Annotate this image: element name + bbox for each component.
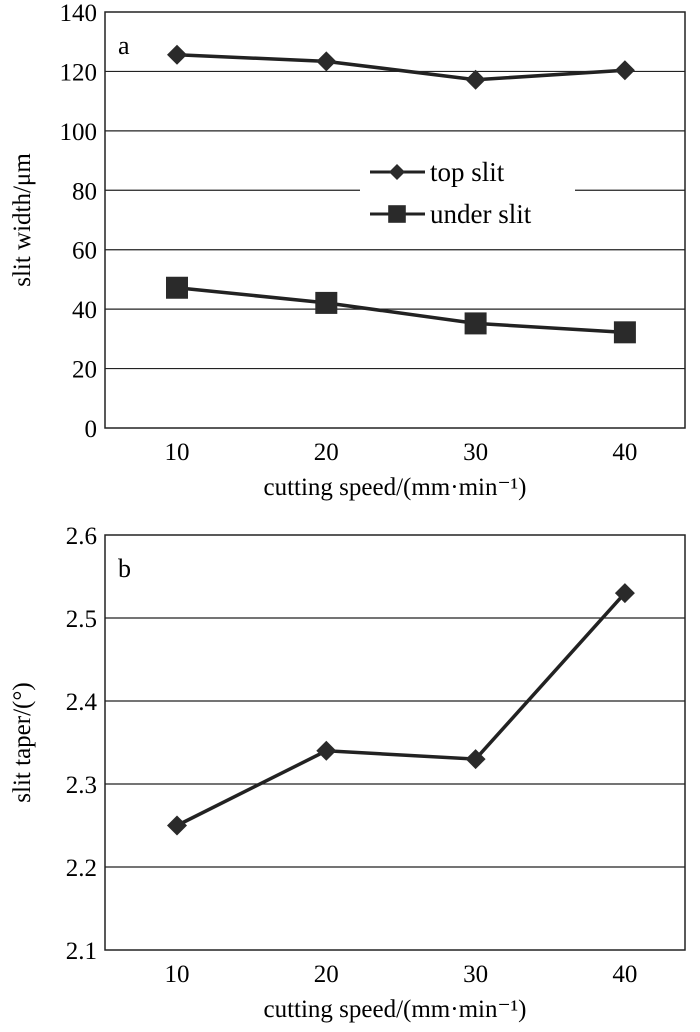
y-tick-label: 140 (60, 0, 98, 27)
data-point-square (464, 312, 487, 335)
data-point-diamond (316, 740, 337, 761)
series-top-slit (167, 44, 635, 90)
series-line (176, 53, 626, 82)
y-tick-label: 2.1 (66, 938, 97, 965)
x-tick-label: 10 (165, 439, 190, 466)
x-axis-label: cutting speed/(mm·min⁻¹) (263, 474, 526, 501)
data-point-diamond (465, 749, 486, 770)
y-axis-label: slit taper/(°) (9, 682, 36, 802)
series-taper (167, 583, 635, 836)
y-tick-label: 40 (72, 297, 97, 324)
legend-entry: top slit (430, 157, 505, 187)
y-tick-label: 2.2 (66, 855, 97, 882)
y-tick-label: 2.6 (66, 523, 97, 550)
x-tick-label: 30 (463, 439, 488, 466)
y-axis-label: slit width/μm (9, 153, 36, 287)
y-tick-label: 80 (72, 178, 97, 205)
x-tick-label: 20 (314, 439, 339, 466)
y-tick-label: 0 (85, 416, 98, 443)
y-tick-label: 2.4 (66, 689, 98, 716)
data-point-diamond (465, 69, 486, 90)
data-point-diamond (614, 60, 635, 81)
x-tick-label: 30 (463, 961, 488, 988)
x-tick-label: 40 (612, 439, 637, 466)
plot-frame (104, 534, 686, 951)
series-under-slit (166, 276, 636, 344)
legend-entry: under slit (430, 199, 532, 229)
legend: top slit under slit (360, 150, 575, 235)
data-point-square (166, 276, 188, 299)
series-line (176, 591, 627, 828)
panel-label: a (118, 31, 130, 60)
series-line (176, 286, 626, 335)
data-point-diamond (614, 583, 635, 604)
data-point-square (613, 321, 636, 344)
y-tick-label: 2.5 (66, 606, 97, 633)
x-axis-label: cutting speed/(mm·min⁻¹) (263, 996, 526, 1023)
panel-a: 0 20 40 60 80 100 120 140 10 20 30 40 cutting speed/… (9, 0, 686, 501)
data-point-square (388, 205, 406, 223)
y-tick-label: 120 (60, 59, 98, 86)
data-point-diamond (167, 815, 187, 836)
y-tick-label: 60 (72, 238, 97, 265)
panel-label: b (118, 554, 131, 583)
x-tick-label: 10 (165, 961, 190, 988)
y-tick-label: 2.3 (66, 772, 97, 799)
plot-frame (104, 11, 686, 429)
data-point-diamond (167, 44, 187, 65)
y-tick-label: 20 (72, 357, 97, 384)
data-point-diamond (389, 164, 405, 180)
data-point-diamond (316, 51, 337, 72)
y-tick-label: 100 (60, 119, 98, 146)
panel-b: 2.1 2.2 2.3 2.4 2.5 2.6 10 20 30 40 cutting speed/… (9, 523, 686, 1023)
x-tick-label: 20 (314, 961, 339, 988)
data-point-square (315, 291, 338, 314)
x-tick-label: 40 (612, 961, 637, 988)
